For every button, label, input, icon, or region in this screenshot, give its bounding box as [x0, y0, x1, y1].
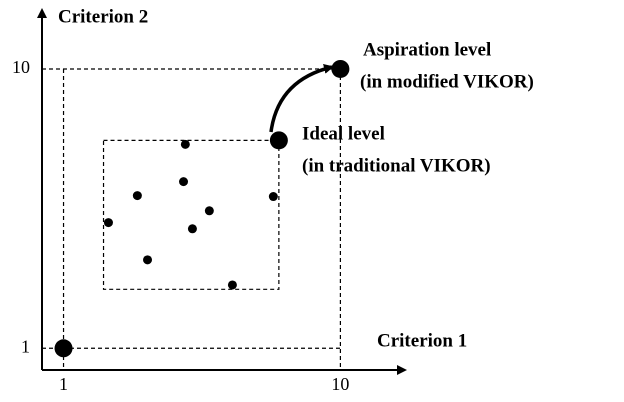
x-tick-label: 10 — [331, 374, 349, 394]
point — [187, 224, 197, 234]
point — [268, 192, 278, 202]
point — [227, 280, 237, 290]
y-tick-label: 1 — [21, 336, 30, 356]
point — [143, 255, 153, 265]
ideal-box — [102, 139, 280, 290]
annotation: (in modified VIKOR) — [360, 71, 534, 92]
annotation: (in traditional VIKOR) — [302, 155, 491, 176]
point — [179, 177, 189, 187]
y-tick-label: 10 — [12, 57, 30, 77]
x-axis-label: Criterion 1 — [377, 330, 467, 351]
highlight-point — [269, 131, 288, 150]
highlight-point — [331, 59, 350, 78]
x-tick-label: 1 — [59, 374, 68, 394]
y-axis-label: Criterion 2 — [58, 6, 148, 27]
point — [180, 139, 190, 149]
point — [103, 218, 113, 228]
point — [132, 191, 142, 201]
arrow — [269, 64, 334, 133]
point — [204, 206, 214, 216]
annotation: Aspiration level — [363, 39, 491, 60]
annotation: Ideal level — [302, 123, 385, 144]
highlight-point — [54, 339, 73, 358]
